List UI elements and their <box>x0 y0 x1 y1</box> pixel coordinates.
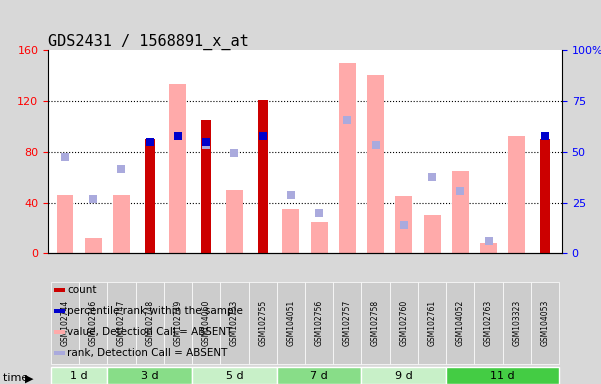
Text: GSM102755: GSM102755 <box>258 300 267 346</box>
Bar <box>305 282 333 364</box>
Bar <box>51 282 79 364</box>
Bar <box>395 196 412 253</box>
Bar <box>108 367 192 384</box>
Bar <box>51 367 108 384</box>
Bar <box>277 282 305 364</box>
Bar <box>145 139 154 253</box>
Bar <box>446 367 559 384</box>
Text: GSM104051: GSM104051 <box>287 300 295 346</box>
Bar <box>508 136 525 253</box>
Bar <box>424 215 441 253</box>
Bar <box>164 282 192 364</box>
Bar <box>56 195 73 253</box>
Text: GSM102747: GSM102747 <box>117 300 126 346</box>
Bar <box>277 367 361 384</box>
Bar <box>169 84 186 253</box>
Bar <box>79 282 108 364</box>
Text: 3 d: 3 d <box>141 371 159 381</box>
Bar <box>446 282 474 364</box>
Bar <box>226 190 243 253</box>
Text: GSM102761: GSM102761 <box>427 300 436 346</box>
Bar <box>418 282 446 364</box>
Text: 5 d: 5 d <box>225 371 243 381</box>
Text: GSM104052: GSM104052 <box>456 300 465 346</box>
Bar <box>201 120 211 253</box>
Bar <box>474 282 502 364</box>
Text: ▶: ▶ <box>25 373 34 383</box>
Text: GSM104060: GSM104060 <box>202 300 211 346</box>
Text: time: time <box>3 373 32 383</box>
Bar <box>192 367 277 384</box>
Bar <box>540 139 550 253</box>
Text: percentile rank within the sample: percentile rank within the sample <box>67 306 243 316</box>
Text: GDS2431 / 1568891_x_at: GDS2431 / 1568891_x_at <box>48 34 249 50</box>
Bar <box>502 282 531 364</box>
Bar <box>367 75 384 253</box>
Text: count: count <box>67 285 97 295</box>
Bar <box>361 367 446 384</box>
Bar <box>136 282 164 364</box>
Bar <box>339 63 356 253</box>
Bar <box>531 282 559 364</box>
Text: GSM102757: GSM102757 <box>343 300 352 346</box>
Text: GSM102758: GSM102758 <box>371 300 380 346</box>
Text: 11 d: 11 d <box>490 371 515 381</box>
Bar <box>258 99 267 253</box>
Bar <box>85 238 102 253</box>
Bar <box>221 282 249 364</box>
Bar <box>311 222 328 253</box>
Text: GSM102763: GSM102763 <box>484 300 493 346</box>
Text: rank, Detection Call = ABSENT: rank, Detection Call = ABSENT <box>67 348 228 358</box>
Text: GSM102748: GSM102748 <box>145 300 154 346</box>
Bar <box>249 282 277 364</box>
Bar <box>389 282 418 364</box>
Bar <box>452 171 469 253</box>
Text: 7 d: 7 d <box>310 371 328 381</box>
Text: GSM102760: GSM102760 <box>399 300 408 346</box>
Text: 1 d: 1 d <box>70 371 88 381</box>
Bar <box>108 282 136 364</box>
Bar <box>113 195 130 253</box>
Bar <box>192 282 221 364</box>
Bar <box>361 282 389 364</box>
Bar <box>480 243 497 253</box>
Text: GSM102753: GSM102753 <box>230 300 239 346</box>
Text: GSM103323: GSM103323 <box>512 300 521 346</box>
Text: GSM102749: GSM102749 <box>174 300 183 346</box>
Bar <box>282 209 299 253</box>
Text: GSM104053: GSM104053 <box>540 300 549 346</box>
Text: value, Detection Call = ABSENT: value, Detection Call = ABSENT <box>67 327 233 337</box>
Text: GSM102756: GSM102756 <box>315 300 323 346</box>
Text: GSM102746: GSM102746 <box>89 300 98 346</box>
Bar <box>333 282 361 364</box>
Text: GSM102744: GSM102744 <box>61 300 70 346</box>
Text: 9 d: 9 d <box>395 371 413 381</box>
